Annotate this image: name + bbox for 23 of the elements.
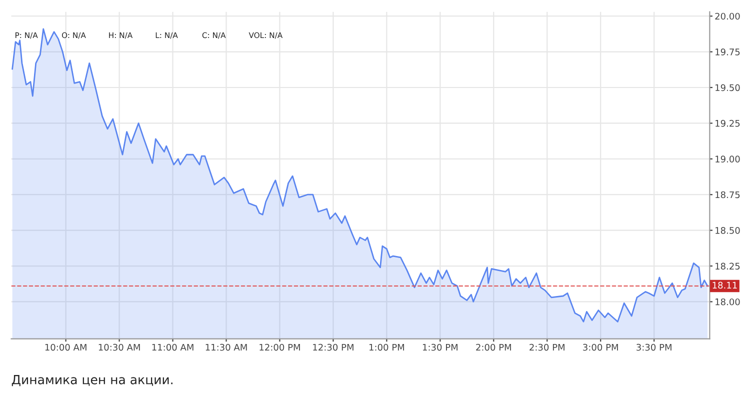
y-tick-label: 19.75 <box>716 48 740 56</box>
y-tick-label: 18.75 <box>716 191 740 198</box>
y-tick-label: 18.25 <box>716 262 740 270</box>
y-tick-label: 20.00 <box>715 12 740 20</box>
ref-line-label: 18.11 <box>712 282 737 289</box>
y-tick-label: 18.50 <box>716 227 740 234</box>
y-tick-label: 18.00 <box>716 298 740 306</box>
x-tick-label: 3:30 PM <box>636 344 672 351</box>
y-tick-label: 19.00 <box>716 156 740 162</box>
text: Динамика цен на акции. <box>12 375 172 386</box>
x-tick-label: 1:00 PM <box>369 344 404 351</box>
x-tick-label: 2:30 PM <box>530 344 564 351</box>
x-tick-label: 11:30 AM <box>206 344 247 351</box>
x-tick-label: 1:30 PM <box>422 344 458 351</box>
x-tick-label: 11:00 AM <box>152 344 194 351</box>
y-tick-label: 19.25 <box>716 120 740 127</box>
y-tick-label: 19.50 <box>716 84 740 92</box>
x-tick-label: 12:00 PM <box>260 344 300 351</box>
x-tick-label: 10:30 AM <box>98 344 140 351</box>
x-tick-label: 2:00 PM <box>476 344 511 351</box>
x-tick-label: 10:00 AM <box>45 344 86 351</box>
x-tick-label: 3:00 PM <box>583 344 618 351</box>
x-tick-label: 12:30 PM <box>313 344 354 351</box>
